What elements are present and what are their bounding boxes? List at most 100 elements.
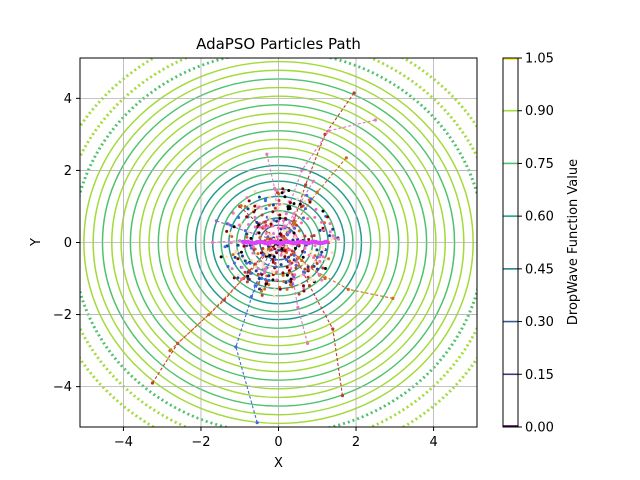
particle-point [293, 235, 297, 239]
particle-point [245, 261, 249, 265]
particle-point [280, 247, 284, 251]
particle-point [236, 273, 240, 277]
y-axis-label: Y [29, 238, 44, 247]
particle-point [283, 224, 287, 228]
particle-point [246, 277, 250, 281]
particle-point [292, 216, 296, 220]
particle-point [256, 252, 260, 256]
particle-point [269, 234, 273, 238]
particle-point [285, 228, 289, 232]
particle-point [292, 277, 296, 281]
particle-point [268, 265, 272, 269]
particle-point [267, 278, 271, 282]
particle-point [290, 261, 294, 265]
particle-point [297, 292, 301, 296]
particle-point [264, 207, 268, 211]
particle-point [331, 327, 335, 331]
particle-point [285, 233, 289, 237]
particle-point [295, 260, 299, 264]
colorbar: 0.00 0.15 0.30 0.45 0.60 0.75 0.90 1.05 DropWav… [502, 52, 581, 436]
particle-point [340, 394, 345, 398]
particle-point [301, 255, 305, 259]
particle-point [289, 253, 293, 257]
x-tick-label: −2 [191, 435, 210, 450]
particle-point [259, 207, 263, 211]
particle-point [238, 239, 242, 243]
particle-point [331, 227, 335, 231]
particle-point [292, 212, 296, 216]
particle-point [260, 277, 264, 281]
colorbar-tick-label: 0.45 [525, 262, 554, 277]
y-tick-label: 0 [64, 236, 72, 251]
particle-point [333, 237, 337, 241]
particle-point [245, 280, 249, 284]
particle-point [259, 251, 263, 255]
particle-point [293, 226, 297, 230]
particle-point [277, 248, 281, 252]
particle-point [287, 271, 291, 275]
particle-point [277, 245, 281, 249]
particle-point [272, 294, 276, 298]
particle-point [280, 202, 284, 206]
particle-point [225, 222, 229, 226]
particle-point [310, 234, 314, 238]
particle-point [252, 248, 256, 252]
particle-point [253, 284, 257, 288]
y-axis-ticks: −4 −2 0 2 4 [53, 92, 80, 395]
particle-point [287, 269, 291, 273]
particle-point [308, 200, 312, 204]
particle-point [232, 225, 236, 229]
particle-point [247, 269, 251, 273]
particle-point [258, 225, 262, 229]
particle-point [240, 277, 244, 281]
particle-point [300, 235, 304, 239]
particle-point [315, 261, 319, 265]
colorbar-tick-label: 1.05 [525, 52, 554, 67]
particle-point [282, 279, 286, 283]
particle-point [320, 220, 324, 224]
x-tick-label: −4 [114, 435, 133, 450]
particle-point [283, 216, 287, 220]
particle-point [246, 274, 250, 278]
particle-point [292, 231, 296, 235]
particle-point [245, 215, 249, 219]
particle-point [323, 221, 327, 225]
y-tick-label: −4 [53, 380, 72, 395]
particle-point [243, 229, 247, 233]
colorbar-tick-label: 0.15 [525, 368, 554, 383]
particle-point [288, 259, 292, 263]
particle-point [302, 286, 306, 290]
particle-point [277, 202, 281, 206]
particle-point [242, 244, 246, 248]
particle-point [260, 213, 264, 217]
particle-point [267, 283, 271, 287]
particle-point [346, 287, 350, 291]
particle-point [307, 253, 311, 257]
particle-point [301, 262, 305, 266]
particle-point [318, 259, 322, 263]
particle-point [229, 223, 233, 227]
particle-point [315, 190, 319, 194]
particle-point [207, 312, 211, 317]
particle-point [323, 132, 327, 136]
particle-point [253, 265, 257, 269]
particle-point [246, 222, 250, 226]
particle-point [256, 272, 260, 276]
particle-point [236, 257, 240, 261]
particle-point [277, 199, 281, 203]
particle-point [257, 231, 261, 235]
particle-point [330, 251, 334, 255]
colorbar-tick-label: 0.75 [525, 157, 554, 172]
particle-point [265, 279, 269, 283]
particle-point [253, 189, 257, 193]
particle-point [239, 250, 243, 254]
particle-point [293, 273, 297, 277]
particle-point [250, 271, 254, 275]
particle-point [268, 196, 272, 200]
particle-point [237, 223, 241, 227]
y-tick-label: 4 [64, 92, 72, 107]
particle-point [288, 221, 292, 225]
particle-point [275, 191, 279, 195]
particle-path [169, 249, 272, 352]
particle-point [275, 251, 279, 255]
